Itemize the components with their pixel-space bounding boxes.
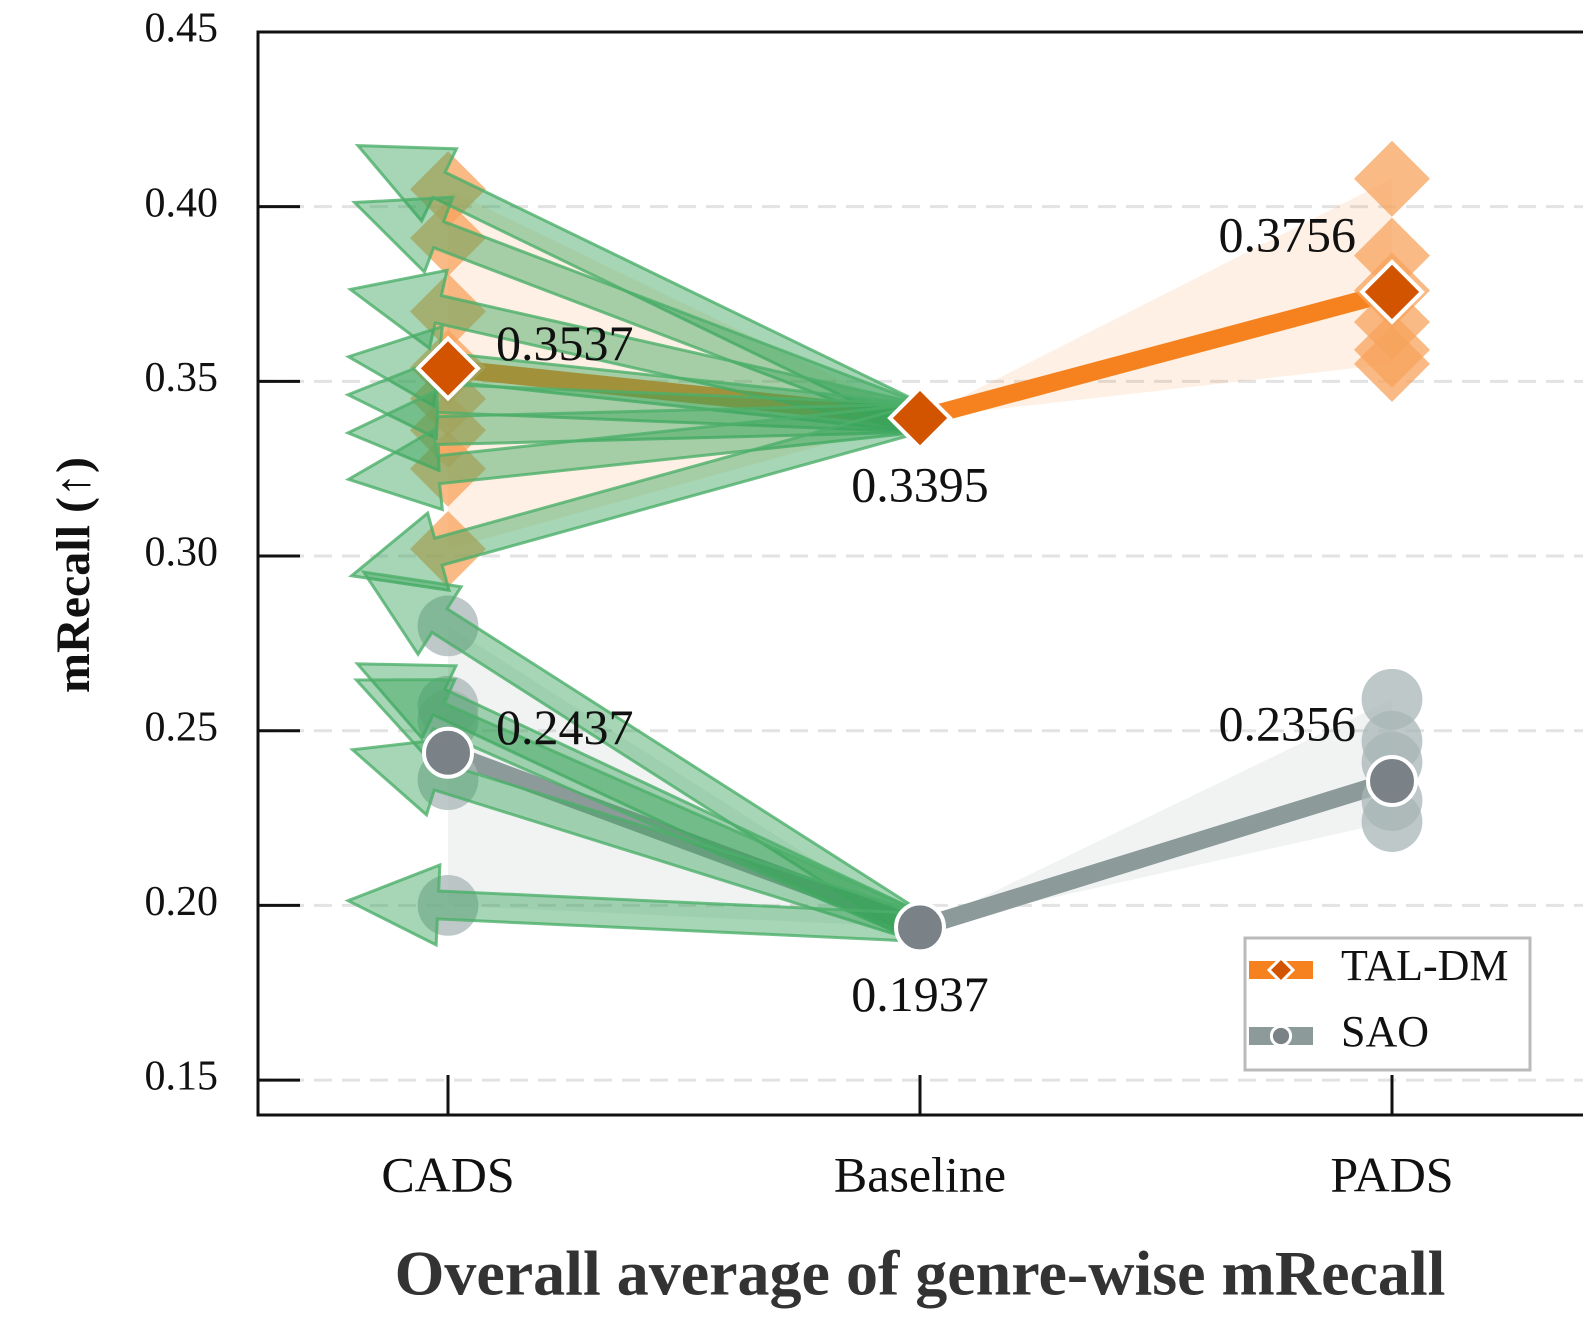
series-marker bbox=[1359, 259, 1425, 325]
genre-point bbox=[410, 392, 486, 469]
legend-marker bbox=[1266, 955, 1296, 985]
legend-label: TAL-DM bbox=[1341, 941, 1509, 990]
data-label: 0.2437 bbox=[496, 699, 634, 755]
y-tick-label: 0.25 bbox=[145, 704, 219, 750]
series-marker bbox=[1366, 755, 1418, 808]
series-marker bbox=[422, 726, 474, 779]
spread-band bbox=[920, 699, 1392, 928]
y-tick-label: 0.20 bbox=[145, 879, 219, 925]
spread-band bbox=[448, 625, 920, 928]
y-tick-label: 0.35 bbox=[145, 355, 219, 401]
data-label: 0.2356 bbox=[1219, 695, 1357, 751]
y-tick-label: 0.30 bbox=[145, 530, 219, 576]
data-label: 0.1937 bbox=[851, 966, 989, 1022]
shift-arrow bbox=[360, 570, 930, 942]
genre-point bbox=[410, 430, 486, 507]
genre-point bbox=[1354, 140, 1430, 217]
legend-marker bbox=[1269, 1024, 1293, 1048]
series-marker bbox=[415, 335, 481, 402]
shift-arrow bbox=[344, 862, 923, 948]
legend-box bbox=[1243, 936, 1532, 1072]
y-axis-label: mRecall (↑) bbox=[47, 457, 100, 693]
x-tick-label: PADS bbox=[1330, 1146, 1453, 1202]
shift-arrow bbox=[353, 678, 928, 943]
data-label: 0.3756 bbox=[1219, 206, 1357, 262]
data-label: 0.3537 bbox=[496, 315, 634, 371]
data-label: 0.3395 bbox=[851, 457, 989, 513]
legend-label: SAO bbox=[1341, 1007, 1429, 1056]
spread-band bbox=[448, 189, 920, 550]
shift-arrow bbox=[354, 143, 929, 433]
genre-point bbox=[1354, 325, 1430, 402]
genre-point bbox=[417, 595, 479, 657]
x-tick-label: Baseline bbox=[834, 1146, 1006, 1202]
x-axis-label: Overall average of genre-wise mRecall bbox=[395, 1238, 1446, 1309]
shift-arrow bbox=[344, 402, 924, 512]
shift-arrow bbox=[348, 402, 926, 593]
genre-point bbox=[1361, 791, 1423, 852]
y-tick-label: 0.45 bbox=[145, 6, 219, 52]
y-tick-label: 0.40 bbox=[145, 180, 219, 226]
series-marker bbox=[887, 385, 953, 451]
x-tick-label: CADS bbox=[381, 1146, 514, 1202]
y-tick-label: 0.15 bbox=[145, 1054, 219, 1100]
series-marker bbox=[894, 901, 946, 954]
spread-band bbox=[920, 178, 1392, 419]
genre-point bbox=[1361, 668, 1423, 730]
